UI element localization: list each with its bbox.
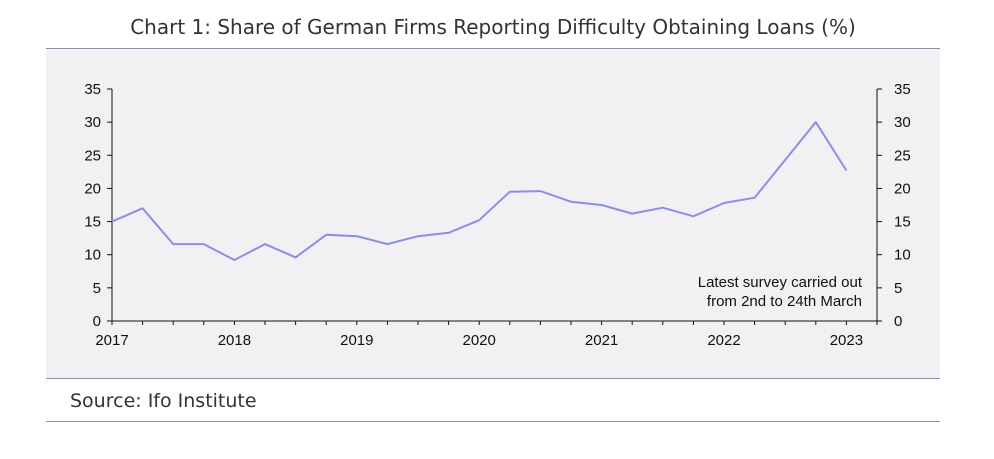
data-point	[723, 202, 725, 204]
y-tick-label-right: 20	[894, 180, 911, 197]
chart-title: Chart 1: Share of German Firms Reporting…	[130, 15, 856, 39]
y-tick-label-right: 25	[894, 147, 911, 164]
data-point	[784, 159, 786, 161]
data-point	[386, 243, 388, 245]
data-point	[601, 204, 603, 206]
data-point	[662, 207, 664, 209]
series-line	[111, 121, 848, 261]
source-note: Source: Ifo Institute	[70, 390, 257, 412]
annotation-line-1: Latest survey carried out	[698, 274, 863, 291]
data-point	[570, 201, 572, 203]
data-point	[845, 170, 847, 172]
y-tick-label-right: 0	[894, 313, 902, 330]
x-tick-label: 2019	[340, 332, 373, 349]
series-layer	[111, 121, 848, 261]
x-tick-label: 2017	[95, 332, 128, 349]
data-point	[478, 219, 480, 221]
data-point	[295, 256, 297, 258]
annotation-line-2: from 2nd to 24th March	[707, 293, 862, 310]
x-tick-label: 2023	[830, 332, 863, 349]
x-tick-label: 2021	[585, 332, 618, 349]
data-point	[203, 243, 205, 245]
y-tick-label-right: 30	[894, 114, 911, 131]
data-point	[692, 215, 694, 217]
data-point	[172, 243, 174, 245]
source-divider	[46, 421, 940, 422]
data-point	[325, 234, 327, 236]
x-tick-label: 2018	[218, 332, 251, 349]
y-tick-label-left: 0	[93, 313, 101, 330]
y-tick-label-right: 15	[894, 214, 911, 231]
data-point	[509, 191, 511, 193]
data-point	[111, 221, 113, 223]
data-point	[631, 213, 633, 215]
data-point	[417, 235, 419, 237]
data-point	[264, 243, 266, 245]
data-point	[754, 197, 756, 199]
y-tick-label-left: 10	[84, 247, 101, 264]
x-tick-label: 2022	[707, 332, 740, 349]
data-point	[142, 207, 144, 209]
y-tick-label-left: 25	[84, 147, 101, 164]
data-point	[233, 259, 235, 261]
y-tick-label-right: 35	[894, 81, 911, 98]
y-tick-label-left: 15	[84, 214, 101, 231]
chart-panel: 0 0 5 5 10 10 15 15 20 20 25 25 30 30 35 35 2017 2018 2019…	[46, 48, 940, 379]
y-tick-label-left: 5	[93, 280, 101, 297]
x-tick-label: 2020	[463, 332, 496, 349]
y-tick-label-left: 30	[84, 114, 101, 131]
y-tick-label-right: 5	[894, 280, 902, 297]
data-point	[815, 121, 817, 123]
y-tick-label-right: 10	[894, 247, 911, 264]
data-point	[356, 235, 358, 237]
y-tick-label-left: 20	[84, 180, 101, 197]
data-point	[448, 232, 450, 234]
y-tick-label-left: 35	[84, 81, 101, 98]
data-point	[539, 190, 541, 192]
